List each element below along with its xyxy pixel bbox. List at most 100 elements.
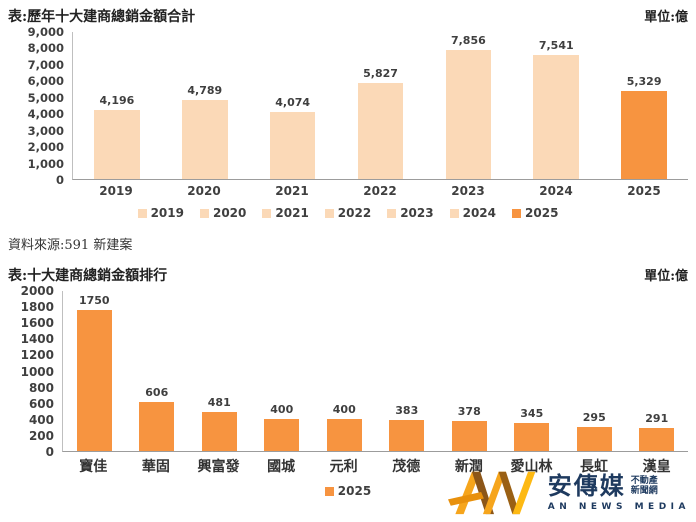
- bar-slot: 400: [251, 403, 314, 451]
- x-tick-label: 2023: [451, 184, 485, 198]
- legend-item: 2024: [449, 206, 497, 220]
- bar-value-label: 400: [270, 402, 294, 416]
- legend-label: 2022: [337, 206, 372, 220]
- bar-value-label: 1750: [78, 294, 110, 308]
- bar-漢皇: [639, 427, 675, 451]
- y-tick-label: 4,000: [27, 107, 64, 122]
- legend-item: 2020: [199, 206, 247, 220]
- legend-item: 2025: [512, 206, 558, 220]
- bar-value-label: 7,541: [538, 39, 574, 52]
- legend-item: 2022: [324, 206, 372, 220]
- x-tick-label: 茂德: [392, 459, 421, 475]
- bar-value-label: 5,827: [363, 67, 398, 81]
- chart-title: 表:十大建商總銷金額排行: [8, 268, 168, 284]
- y-tick-label: 3,000: [27, 123, 64, 138]
- y-tick-label: 1000: [20, 364, 54, 379]
- legend-item: 2023: [387, 206, 434, 220]
- y-tick-label: 1200: [20, 348, 54, 363]
- legend-label: 2020: [212, 206, 247, 220]
- bar-series: 1750 606 481 400 400 383 378 345 295 291: [63, 291, 688, 451]
- bar-slot: 4,789: [161, 84, 249, 179]
- x-tick-label: 2025: [627, 184, 661, 198]
- y-tick-label: 1400: [20, 332, 54, 347]
- bar-茂德: [389, 420, 425, 451]
- bar-slot: 7,541: [512, 39, 600, 179]
- unit-label: 單位:億: [644, 269, 688, 284]
- y-tick-label: 1800: [20, 300, 54, 315]
- bar-2024: [533, 55, 580, 179]
- y-tick-label: 8,000: [27, 41, 64, 56]
- bar-2025: [621, 91, 667, 179]
- legend-swatch: [199, 208, 209, 218]
- legend-swatch: [387, 208, 397, 218]
- y-tick-label: 0: [45, 445, 54, 459]
- bar-slot: 4,196: [73, 94, 161, 179]
- legend: 2019 2020 2021 2022 2023 2024 2025: [8, 206, 688, 220]
- y-tick-label: 5,000: [27, 90, 64, 105]
- bar-2020: [181, 100, 228, 179]
- bar-長虹: [576, 427, 612, 451]
- legend-swatch: [449, 208, 459, 218]
- plot-area: 4,196 4,789 4,074 5,827 7,856 7,541 5,329: [72, 32, 688, 180]
- x-tick-label: 長虹: [580, 459, 609, 475]
- x-tick-label: 2020: [187, 184, 221, 198]
- brand-tagline: 不動產 新聞網: [631, 476, 658, 496]
- x-tick-label: 2021: [275, 184, 309, 198]
- bar-slot: 383: [376, 404, 439, 451]
- bar-slot: 4,074: [249, 96, 337, 179]
- legend-label: 2021: [275, 206, 309, 220]
- y-tick-label: 6,000: [27, 74, 64, 89]
- y-axis: 2000 1800 1600 1400 1200 1000 800 600 400 200 0: [8, 284, 62, 459]
- bar-華固: [139, 402, 175, 451]
- brand-name-en: AN NEWS MEDIA: [547, 501, 690, 512]
- x-tick-label: 寶佳: [79, 459, 108, 475]
- bar-愛山林: [514, 423, 550, 451]
- legend-label: 2024: [462, 206, 497, 220]
- chart-title: 表:歷年十大建商總銷金額合計: [8, 9, 196, 25]
- x-axis: 寶佳 華固 興富發 國城 元利 茂德 新潤 愛山林 長虹 漢皇: [62, 456, 688, 476]
- bar-slot: 481: [188, 396, 251, 451]
- x-tick-label: 興富發: [197, 459, 240, 475]
- bar-value-label: 7,856: [450, 33, 486, 47]
- bar-slot: 5,329: [600, 75, 688, 179]
- total-sales-by-year-chart: 表:歷年十大建商總銷金額合計 單位:億 9,000 8,000 7,000 6,000…: [8, 6, 688, 220]
- builder-ranking-chart: 表:十大建商總銷金額排行 單位:億 2000 1800 1600 1400 1200 10…: [8, 265, 688, 498]
- bar-slot: 606: [126, 386, 189, 451]
- bar-slot: 378: [438, 405, 501, 451]
- legend-label: 2019: [150, 206, 184, 220]
- source-note: 資料來源:591 新建案: [8, 238, 133, 253]
- an-news-media-logo: 安傳媒 不動產 新聞網 AN NEWS MEDIA: [447, 468, 690, 516]
- x-tick-label: 2022: [363, 184, 397, 198]
- x-tick-label: 新潤: [454, 459, 483, 475]
- y-tick-label: 600: [28, 396, 54, 411]
- y-tick-label: 400: [28, 412, 54, 427]
- y-tick-label: 200: [28, 428, 54, 443]
- bar-slot: 291: [626, 412, 689, 451]
- legend: 2025: [8, 484, 688, 498]
- x-tick-label: 華固: [141, 459, 170, 475]
- x-tick-label: 國城: [267, 459, 296, 475]
- y-tick-label: 800: [28, 380, 54, 395]
- x-tick-label: 愛山林: [510, 459, 553, 475]
- unit-label: 單位:億: [644, 10, 688, 25]
- brand-tagline-line1: 不動產: [630, 475, 658, 486]
- legend-item: 2025: [324, 484, 372, 498]
- x-tick-label: 漢皇: [642, 459, 671, 475]
- bar-value-label: 378: [457, 404, 481, 418]
- bar-value-label: 606: [145, 386, 169, 400]
- bar-2019: [94, 110, 140, 179]
- legend-item: 2019: [137, 206, 184, 220]
- bar-2023: [445, 49, 492, 179]
- bar-value-label: 345: [520, 407, 544, 421]
- bar-新潤: [451, 420, 487, 451]
- bar-value-label: 295: [582, 411, 606, 425]
- y-tick-label: 1,000: [27, 156, 64, 171]
- legend-item: 2021: [262, 206, 309, 220]
- bar-value-label: 291: [645, 411, 669, 425]
- x-tick-label: 元利: [329, 459, 358, 475]
- legend-swatch: [324, 208, 334, 218]
- legend-label: 2025: [337, 484, 372, 498]
- y-tick-label: 0: [55, 173, 64, 187]
- legend-swatch: [324, 486, 334, 496]
